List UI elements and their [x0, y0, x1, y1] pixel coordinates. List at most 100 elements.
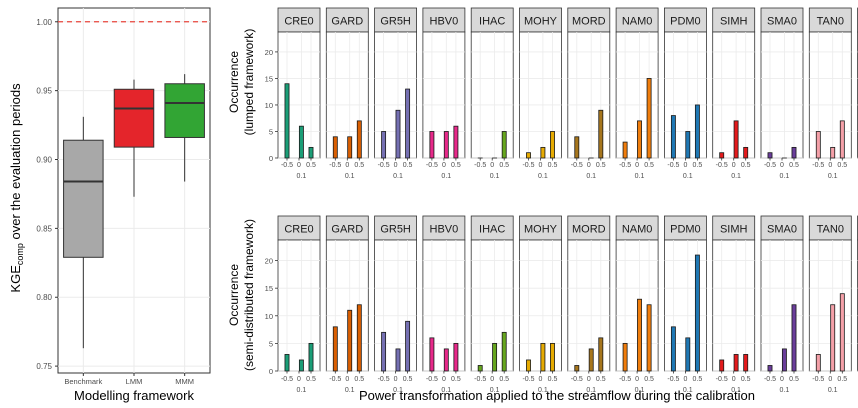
facet-x-tick-label: 0: [732, 162, 736, 169]
bar-nam0-0.1: [637, 120, 642, 159]
box-mmm: [164, 83, 205, 138]
facet-x-tick-label: 0: [442, 376, 446, 383]
facet-y-tick-label: 20: [265, 257, 273, 266]
bar-tan0-0.1: [830, 304, 836, 372]
bar-pdm0-0.1: [685, 131, 691, 159]
facet-x-tick-label-bottom: 0.1: [538, 387, 548, 394]
facet-x-tick-label: -0.5: [764, 376, 776, 383]
facet-x-tick-label-bottom: 0.1: [490, 387, 500, 394]
facet-hbv0-row2: HBV0 -0.5 0 0.50.1: [422, 215, 466, 394]
facet-x-tick-label: -0.5: [667, 162, 679, 169]
bar-sma0--0.5: [767, 152, 773, 159]
facet-strip: [374, 215, 418, 241]
kge-label-rest: over the evaluation periods: [8, 83, 23, 243]
bar-mord-0.5: [598, 337, 604, 372]
facet-x-tick-label: 0: [587, 376, 591, 383]
facet-tan0-row2: TAN0 -0.5 0 0.5 0.1: [808, 215, 852, 394]
facet-strip: [519, 7, 562, 33]
bar-gr5h-0.1: [395, 348, 401, 372]
facet-x-tick-label: -0.5: [474, 162, 486, 169]
facet-strip-label: GR5H: [380, 224, 411, 236]
facet-x-tick-label: 0: [345, 162, 349, 169]
bar-gard-0.1: [347, 309, 353, 372]
facet-x-tick-label: 0: [780, 162, 784, 169]
facet-strip-label: TAN0: [817, 16, 844, 28]
boxplot-x-tick-label: LMM: [126, 377, 143, 386]
facet-strip-label: CRE0: [284, 224, 313, 236]
bar-gard-0.5: [356, 304, 362, 372]
facet-x-tick-label: 0: [345, 376, 349, 383]
facet-y-tick-label: 0: [269, 154, 273, 163]
facet-simh-row1: SIMH -0.5 0 0.50.1: [712, 7, 756, 180]
facet-strip: [325, 215, 369, 241]
facet-x-tick-label: 0.5: [306, 376, 316, 383]
facet-strip-label: MOHY: [524, 16, 558, 28]
bar-hbv0--0.5: [429, 337, 435, 372]
facet-x-tick-label: 0.5: [451, 162, 461, 169]
bar-simh--0.5: [719, 359, 725, 372]
facet-x-tick-label: 0.5: [693, 376, 703, 383]
facet-x-axis-title: Power transformation applied to the stre…: [359, 388, 755, 403]
facet-x-tick-label: 0: [394, 162, 398, 169]
bar-cre0-0.1: [298, 125, 304, 159]
bar-gard-0.5: [356, 120, 362, 159]
facet-x-tick-label: 0: [683, 376, 687, 383]
facet-cre0-row2: CRE0 -0.5 0 0.5 0.1: [277, 215, 321, 394]
bar-hbv0-0.1: [443, 348, 449, 372]
facet-x-tick-label-bottom: 0.1: [635, 173, 645, 180]
facet-strip: [760, 215, 804, 241]
facet-x-tick-label-bottom: 0.1: [345, 173, 355, 180]
facet-cre0-row1: CRE0 -0.5 0 0.5 0.1: [277, 7, 321, 180]
facet-x-tick-label: 0.5: [403, 162, 413, 169]
facet-x-tick-label: 0.5: [837, 162, 847, 169]
bar-cre0--0.5: [284, 83, 290, 159]
bar-hbv0-0.5: [453, 342, 459, 372]
facet-strip: [760, 7, 804, 33]
bar-mord-0.5: [598, 109, 604, 159]
facet-x-tick-label: -0.5: [619, 376, 631, 383]
facet-x-tick-label: 0: [394, 376, 398, 383]
bar-hbv0-0.5: [453, 125, 459, 159]
bar-tan0--0.5: [815, 131, 821, 159]
facet-x-tick-label-bottom: 0.1: [731, 173, 741, 180]
bar-simh-0.5: [743, 354, 749, 372]
bar-simh--0.5: [719, 152, 725, 159]
bar-hbv0--0.5: [429, 131, 435, 159]
facet-x-tick-label: 0.5: [596, 376, 606, 383]
facet-plot-area: [808, 31, 852, 159]
facet-x-tick-label: 0: [490, 376, 494, 383]
facet-plot-area: [712, 239, 756, 372]
facet-plot-area: [470, 31, 514, 159]
facet-strip-label: PDM0: [670, 16, 701, 28]
bar-mord--0.5: [574, 365, 580, 372]
boxplot-y-tick-label: 0.95: [36, 87, 52, 96]
bar-gr5h--0.5: [381, 331, 387, 372]
facet-x-tick-label-bottom: 0.1: [731, 387, 741, 394]
boxplot-y-tick-label: 0.80: [36, 293, 52, 302]
facet-x-tick-label: -0.5: [426, 376, 438, 383]
facet-mohy-row1: MOHY -0.5 0 0.50.1: [519, 7, 562, 180]
facet-strip: [567, 7, 611, 33]
facet-x-tick-label: -0.5: [522, 376, 534, 383]
facet-x-tick-label: 0.5: [644, 162, 654, 169]
bar-gr5h-0.1: [395, 109, 401, 159]
bar-ihac--0.5: [477, 365, 483, 372]
bar-mohy-0.1: [540, 342, 546, 372]
facet-x-tick-label: 0.5: [789, 376, 799, 383]
facet-x-tick-label: 0: [732, 376, 736, 383]
facet-x-tick-label-bottom: 0.1: [780, 387, 790, 394]
facet-x-tick-label: 0: [828, 162, 832, 169]
facet-x-tick-label-bottom: 0.1: [490, 173, 500, 180]
facet-x-tick-label: -0.5: [812, 376, 824, 383]
facet-mord-row1: MORD -0.5 0 0.50.1: [567, 7, 611, 180]
bar-nam0--0.5: [622, 342, 628, 372]
facet-x-tick-label-bottom: 0.1: [828, 387, 838, 394]
facet-x-tick-label-bottom: 0.1: [345, 387, 355, 394]
facet-x-tick-label: 0: [297, 162, 301, 169]
bar-gr5h-0.5: [405, 320, 411, 372]
facet-mord-row2: MORD -0.5 0 0.50.1: [567, 215, 611, 394]
bar-mohy-0.5: [550, 342, 555, 372]
facet-x-tick-label: 0.5: [548, 376, 558, 383]
facet-strip-label: NAM0: [622, 224, 653, 236]
